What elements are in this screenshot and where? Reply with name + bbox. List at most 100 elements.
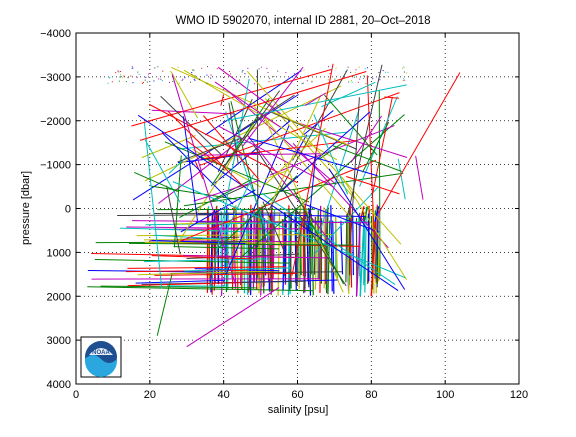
profile-dot	[194, 80, 195, 81]
profile-dot	[259, 68, 260, 69]
y-tick-label: −3000	[40, 72, 71, 84]
profile-dot	[210, 78, 211, 79]
profile-dot	[363, 78, 364, 79]
profile-dot	[153, 80, 154, 81]
profile-dot	[365, 83, 366, 84]
profile-dot	[191, 72, 192, 73]
profile-dot	[348, 67, 349, 68]
profile-dot	[261, 67, 262, 68]
profile-dot	[284, 81, 285, 82]
profile-dot	[274, 80, 275, 81]
chart-title: WMO ID 5902070, internal ID 2881, 20–Oct…	[175, 15, 430, 27]
profile-dot	[127, 77, 128, 78]
profile-dot	[130, 76, 131, 77]
profile-dot	[331, 82, 332, 83]
profile-dot	[162, 80, 163, 81]
profile-dot	[123, 75, 124, 76]
profile-dot	[160, 79, 161, 80]
profile-dot	[238, 83, 239, 84]
x-tick-label: 100	[436, 389, 454, 401]
profile-dot	[334, 79, 335, 80]
profile-dot	[158, 78, 159, 79]
profile-dot	[359, 79, 360, 80]
profile-dot	[192, 69, 193, 70]
profile-dot	[242, 71, 243, 72]
profile-dot	[120, 74, 121, 75]
profile-dot	[404, 72, 405, 73]
profile-dot	[132, 82, 133, 83]
profile-dot	[356, 69, 357, 70]
x-tick-label: 80	[365, 389, 377, 401]
svg-text:NOAA: NOAA	[92, 350, 110, 356]
profile-dot	[190, 82, 191, 83]
profile-dot	[119, 77, 120, 78]
x-tick-label: 20	[144, 389, 156, 401]
profile-dot	[182, 80, 183, 81]
profile-dot	[119, 81, 120, 82]
profile-dot	[365, 68, 366, 69]
profile-dot	[192, 74, 193, 75]
y-tick-label: 2000	[47, 291, 71, 303]
profile-dot	[137, 77, 138, 78]
profile-dot	[300, 71, 301, 72]
profile-dot	[294, 73, 295, 74]
profile-dot	[199, 79, 200, 80]
profile-dot	[120, 71, 121, 72]
profile-dot	[162, 71, 163, 72]
x-tick-label: 0	[73, 389, 79, 401]
profile-dot	[232, 76, 233, 77]
profile-dot	[137, 72, 138, 73]
profile-dot	[229, 71, 230, 72]
profile-dot	[201, 68, 202, 69]
profile-dot	[112, 81, 113, 82]
profile-dot	[269, 81, 270, 82]
profile-dot	[268, 72, 269, 73]
profile-dot	[359, 67, 360, 68]
profile-dot	[307, 80, 308, 81]
profile-dot	[184, 77, 185, 78]
profile-dot	[402, 68, 403, 69]
profile-dot	[109, 77, 110, 78]
profile-dot	[328, 66, 329, 67]
profile-dot	[194, 79, 195, 80]
profile-dot	[217, 68, 218, 69]
profile-dot	[244, 73, 245, 74]
profile-dot	[354, 77, 355, 78]
profile-dot	[157, 66, 158, 67]
profile-dot	[385, 72, 386, 73]
y-tick-label: −4000	[40, 28, 71, 40]
profile-dot	[115, 72, 116, 73]
profile-dot	[126, 81, 127, 82]
profile-dot	[193, 70, 194, 71]
profile-dot	[277, 71, 278, 72]
profile-dot	[132, 68, 133, 69]
profile-dot	[139, 74, 140, 75]
profile-dot	[404, 80, 405, 81]
y-tick-label: −2000	[40, 116, 71, 128]
profile-dot	[372, 78, 373, 79]
profile-dot	[150, 73, 151, 74]
y-tick-label: 1000	[47, 247, 71, 259]
profile-dot	[206, 83, 207, 84]
profile-dot	[179, 83, 180, 84]
profile-dot	[302, 83, 303, 84]
profile-dot	[332, 68, 333, 69]
profile-dot	[108, 83, 109, 84]
y-axis-label: pressure [dbar]	[20, 171, 32, 245]
profile-dot	[122, 77, 123, 78]
profile-dot	[169, 82, 170, 83]
profile-dot	[358, 82, 359, 83]
profile-dot	[350, 72, 351, 73]
profile-dot	[352, 82, 353, 83]
profile-dot	[336, 68, 337, 69]
profile-dot	[345, 71, 346, 72]
y-tick-label: −1000	[40, 160, 71, 172]
profile-dot	[403, 80, 404, 81]
profile-dot	[355, 72, 356, 73]
profile-dot	[287, 80, 288, 81]
profile-dot	[117, 70, 118, 71]
profile-dot	[271, 80, 272, 81]
profile-dot	[403, 67, 404, 68]
profile-dot	[236, 83, 237, 84]
